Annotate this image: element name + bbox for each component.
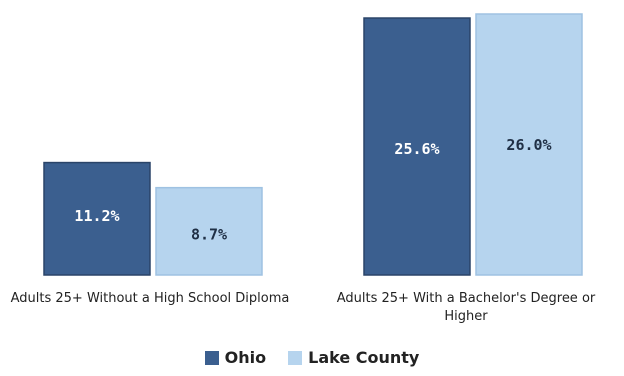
legend-label-lake-county: Lake County xyxy=(308,348,420,367)
data-label-lake-county-no-diploma: 8.7% xyxy=(191,225,227,243)
bar-ohio-bachelors xyxy=(363,17,471,276)
data-label-ohio-bachelors: 25.6% xyxy=(394,140,439,158)
bar-ohio-no-diploma xyxy=(43,161,151,276)
category-label-bachelors: Adults 25+ With a Bachelor's Degree or H… xyxy=(336,291,596,324)
category-label-no-diploma: Adults 25+ Without a High School Diploma xyxy=(10,291,290,306)
legend-item-ohio: Ohio xyxy=(204,348,267,367)
data-label-ohio-no-diploma: 11.2% xyxy=(74,207,119,225)
bar-lake-county-no-diploma xyxy=(155,186,263,276)
legend: Ohio Lake County xyxy=(0,348,624,367)
legend-swatch-lake-county xyxy=(288,350,303,365)
data-label-lake-county-bachelors: 26.0% xyxy=(506,136,551,154)
legend-label-ohio: Ohio xyxy=(224,348,267,367)
legend-swatch-ohio xyxy=(204,350,219,365)
legend-item-lake-county: Lake County xyxy=(288,348,419,367)
bar-lake-county-bachelors xyxy=(475,13,583,276)
